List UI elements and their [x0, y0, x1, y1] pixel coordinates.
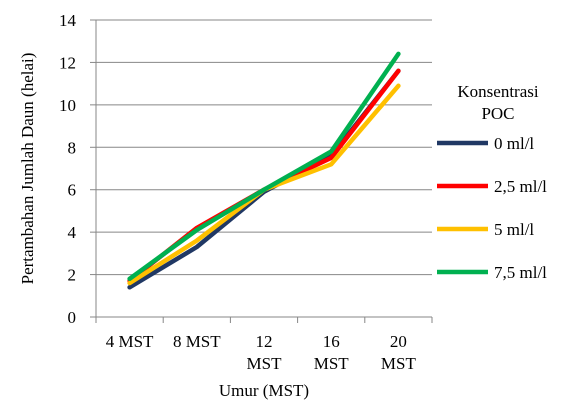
legend-entry: 0 ml/l [494, 134, 534, 153]
legend-entry: 5 ml/l [494, 220, 534, 239]
x-tick-label-line: 4 MST [106, 332, 154, 351]
x-tick-label: 12 MST [247, 332, 283, 373]
x-tick-label-line: MST [247, 354, 283, 373]
y-tick-label: 4 [68, 223, 77, 242]
y-tick-label: 12 [59, 53, 76, 72]
y-tick-label: 8 [68, 138, 77, 157]
x-tick-label: 20 MST [381, 332, 417, 373]
y-tick-label: 6 [68, 181, 77, 200]
legend-title: POC [481, 104, 514, 123]
legend-entry: 2,5 ml/l [494, 177, 547, 196]
y-tick-label: 2 [68, 266, 77, 285]
legend-entry: 7,5 ml/l [494, 263, 547, 282]
y-tick-label: 14 [59, 11, 77, 30]
legend-title: Konsentrasi [457, 82, 538, 101]
y-tick-label: 0 [68, 308, 77, 327]
x-tick-label: 4 MST [106, 332, 154, 351]
x-tick-label-line: 20 [390, 332, 407, 351]
series-line [127, 51, 401, 282]
x-tick-label-line: 8 MST [173, 332, 221, 351]
x-tick-label-line: MST [314, 354, 350, 373]
series-line [127, 68, 401, 290]
x-tick-label: 16 MST [314, 332, 350, 373]
x-tick-label-line: MST [381, 354, 417, 373]
x-tick-label: 8 MST [173, 332, 221, 351]
x-tick-label-line: 12 [256, 332, 273, 351]
y-tick-label: 10 [59, 96, 76, 115]
y-axis-title: Pertambahan Jumlah Daun (helai) [18, 53, 37, 285]
x-axis-title: Umur (MST) [219, 381, 309, 400]
x-tick-label-line: 16 [323, 332, 340, 351]
